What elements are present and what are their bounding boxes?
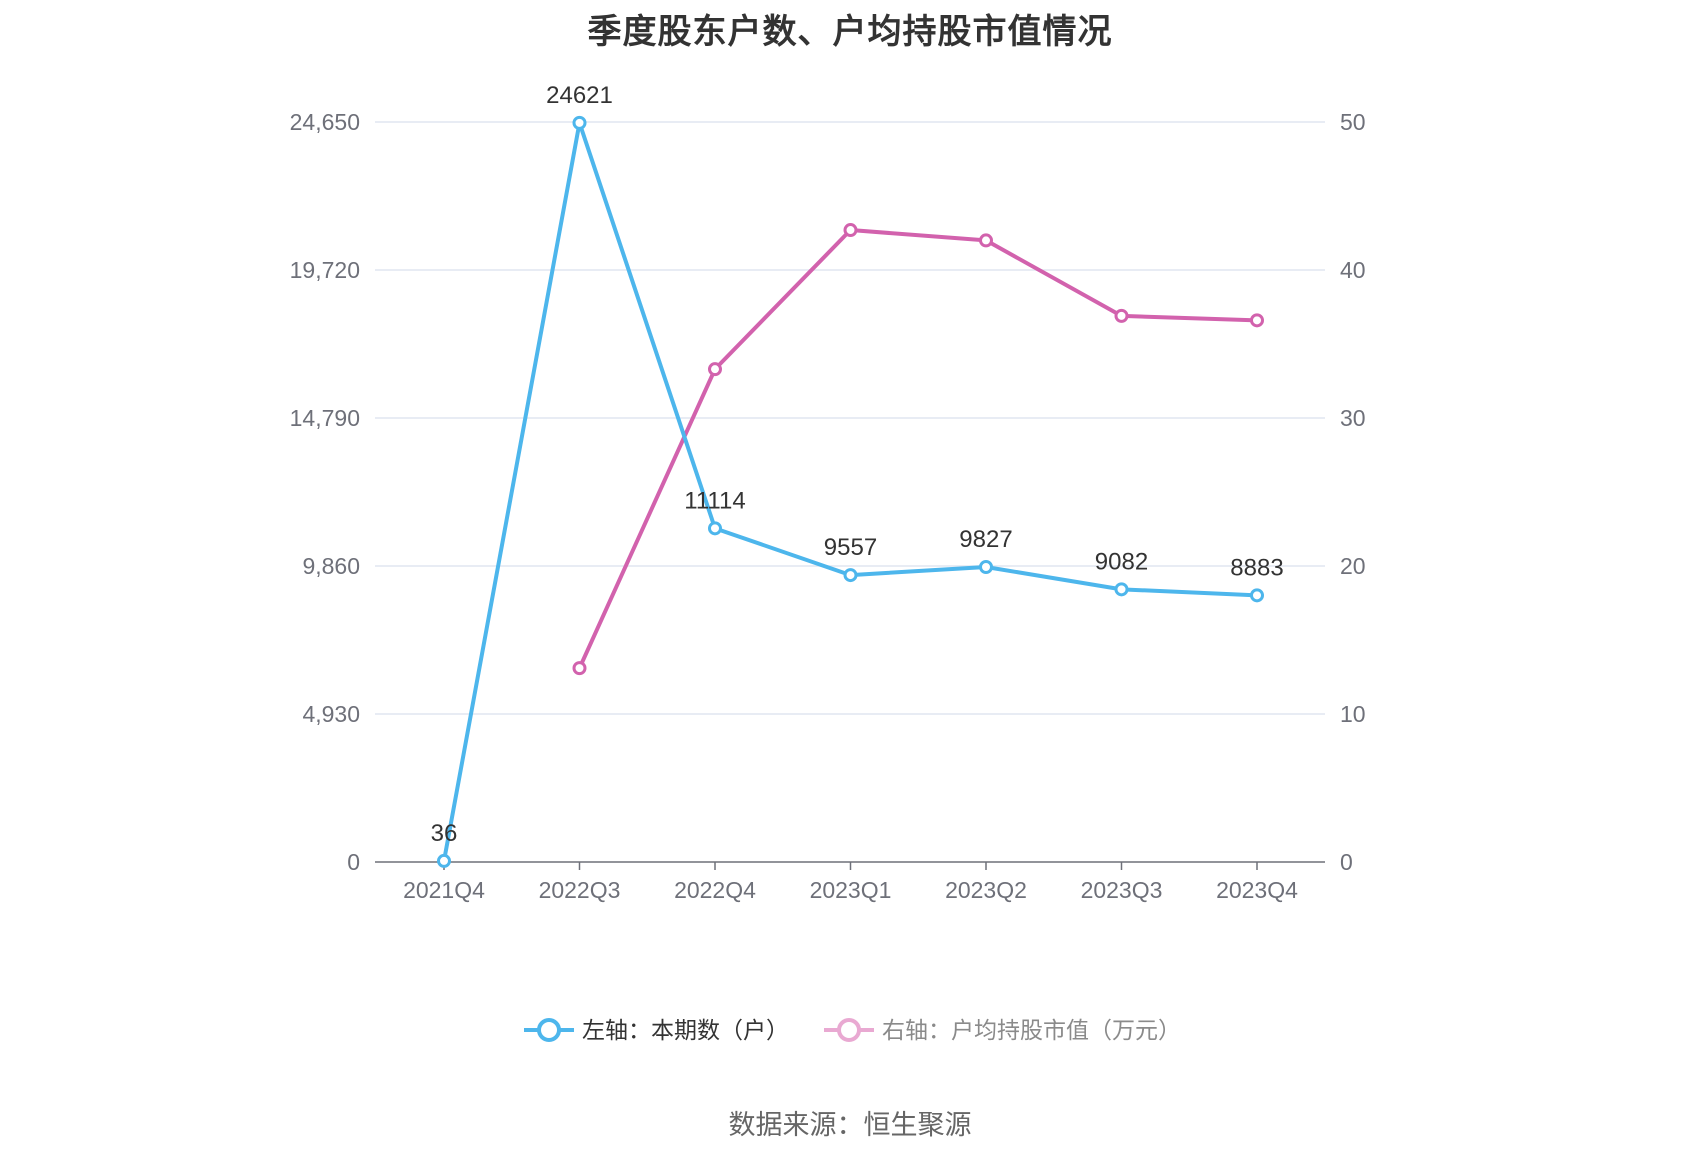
holder-count-point[interactable] <box>1114 582 1129 597</box>
avg-holding-value-point[interactable] <box>572 661 587 676</box>
holder-count-data-label: 24621 <box>546 82 613 109</box>
data-labels: 36 24621 11114 9557 9827 9082 8883 <box>431 82 1284 847</box>
avg-holding-value-point[interactable] <box>1250 313 1264 328</box>
holder-count-data-label: 8883 <box>1230 554 1283 581</box>
right-axis-tick-label: 50 <box>1340 109 1366 135</box>
x-axis-tick-label: 2021Q4 <box>403 877 485 903</box>
legend-label: 左轴：本期数（户） <box>582 1018 789 1044</box>
right-axis-tick-label: 20 <box>1340 553 1366 579</box>
right-axis-tick-label: 30 <box>1340 405 1366 431</box>
x-axis-tick-label: 2023Q4 <box>1216 877 1298 903</box>
holder-count-point[interactable] <box>708 521 722 536</box>
holder-count-data-label: 9827 <box>959 526 1012 553</box>
axes: 0 4,930 9,860 14,790 19,720 24,650 0 10 20 30 40 50… <box>290 109 1366 903</box>
x-axis-tick-label: 2022Q4 <box>674 877 756 903</box>
avg-holding-value-point[interactable] <box>979 233 993 248</box>
avg-holding-value-point[interactable] <box>1114 308 1129 323</box>
holder-count-data-label: 11114 <box>684 487 745 514</box>
holder-count-point[interactable] <box>1250 588 1264 603</box>
avg-holding-value-point[interactable] <box>843 223 858 238</box>
left-axis-tick-label: 0 <box>347 849 360 875</box>
x-axis-tick-label: 2022Q3 <box>539 877 621 903</box>
avg-holding-value-line <box>577 228 1258 669</box>
left-axis-tick-label: 14,790 <box>290 405 360 431</box>
right-axis-tick-label: 0 <box>1340 849 1353 875</box>
series-lines <box>437 115 1264 868</box>
holder-count-data-label: 9557 <box>824 534 877 561</box>
holder-count-point[interactable] <box>843 568 858 583</box>
holder-count-data-label: 36 <box>431 820 458 847</box>
chart-title: 季度股东户数、户均持股市值情况 <box>587 12 1113 52</box>
holder-count-point[interactable] <box>437 853 451 868</box>
grid-lines <box>375 121 1325 715</box>
legend-label: 右轴：户均持股市值（万元） <box>882 1018 1181 1044</box>
left-axis-tick-label: 24,650 <box>290 109 360 135</box>
right-axis-tick-label: 10 <box>1340 701 1366 727</box>
holder-count-data-label: 9082 <box>1095 548 1148 575</box>
left-axis-tick-label: 4,930 <box>302 701 360 727</box>
holder-count-point[interactable] <box>572 115 587 130</box>
left-axis-tick-label: 19,720 <box>290 257 360 283</box>
legend: 左轴：本期数（户） 右轴：户均持股市值（万元） <box>524 1018 1181 1044</box>
right-axis-tick-label: 40 <box>1340 257 1366 283</box>
x-axis-tick-label: 2023Q1 <box>810 877 892 903</box>
holder-count-point[interactable] <box>979 559 993 574</box>
x-axis-tick-label: 2023Q2 <box>945 877 1027 903</box>
legend-marker-icon <box>537 1018 561 1042</box>
avg-holding-value-point[interactable] <box>708 362 722 377</box>
x-axis-tick-label: 2023Q3 <box>1081 877 1163 903</box>
legend-item-avg-holding-value[interactable]: 右轴：户均持股市值（万元） <box>824 1018 1181 1044</box>
left-axis-tick-label: 9,860 <box>302 553 360 579</box>
legend-marker-icon <box>837 1018 861 1042</box>
legend-item-holder-count[interactable]: 左轴：本期数（户） <box>524 1018 789 1044</box>
chart-source: 数据来源：恒生聚源 <box>728 1110 972 1141</box>
